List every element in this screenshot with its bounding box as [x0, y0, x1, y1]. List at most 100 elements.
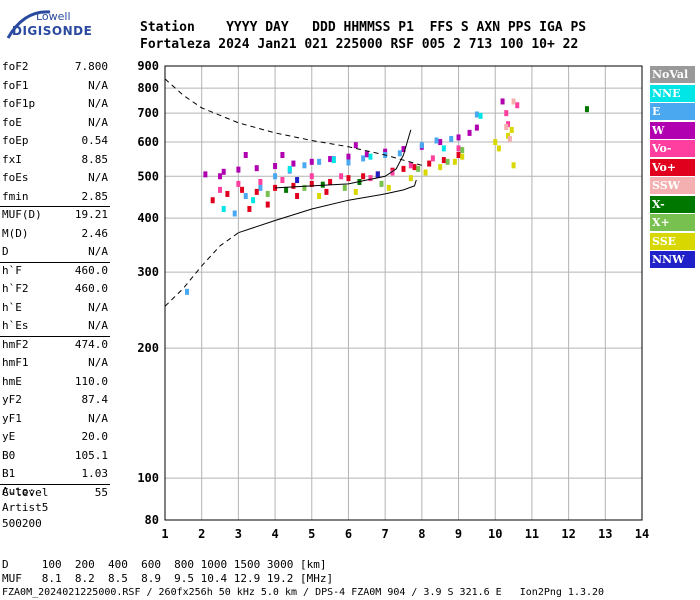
echo-point [302, 184, 307, 191]
x-tick-label: 7 [382, 527, 389, 541]
echo-point [258, 178, 263, 185]
param-row: B1 1.03 [2, 467, 108, 483]
param-value: 55 [94, 485, 108, 499]
param-row: h`Es N/A [2, 319, 108, 335]
param-row: foF2 7.800 [2, 60, 108, 76]
y-tick-label: 400 [137, 211, 159, 225]
param-row: foE N/A [2, 116, 108, 132]
echo-point [427, 160, 432, 167]
param-name: hmE [2, 374, 22, 388]
param-name: C-level [2, 485, 49, 499]
x-tick-label: 8 [418, 527, 425, 541]
echo-point [412, 164, 417, 171]
x-tick-label: 10 [488, 527, 502, 541]
x-tick-label: 3 [235, 527, 242, 541]
echo-point [295, 177, 300, 184]
param-name: foE [2, 115, 22, 129]
param-value: 7.800 [74, 60, 108, 73]
auto-artist: Artist5 [2, 501, 49, 514]
echo-point [511, 98, 516, 105]
param-name: foEs [2, 171, 29, 184]
x-tick-label: 9 [455, 527, 462, 541]
param-separator [0, 261, 110, 263]
echo-point [434, 137, 439, 144]
param-value: N/A [88, 300, 108, 314]
y-tick-label: 800 [137, 81, 159, 95]
echo-point [287, 165, 292, 172]
legend-item: Vo- [650, 140, 695, 157]
param-row: fmin 2.85 [2, 190, 108, 206]
echo-point [309, 180, 314, 187]
param-value: N/A [88, 356, 108, 369]
param-name: h`F [2, 263, 22, 277]
y-tick-label: 700 [137, 106, 159, 120]
echo-point [324, 188, 329, 195]
echo-point [441, 157, 446, 164]
echo-point [390, 169, 395, 176]
param-row: D N/A [2, 245, 108, 261]
y-tick-label: 80 [145, 513, 159, 527]
echo-point [247, 205, 252, 212]
echo-point [511, 162, 516, 169]
param-value: N/A [88, 245, 108, 258]
param-name: yF1 [2, 411, 22, 425]
logo-lowell-text: Lowell [36, 10, 71, 23]
param-row: B0 105.1 [2, 449, 108, 465]
param-name: yF2 [2, 393, 22, 406]
echo-point [273, 163, 278, 170]
x-tick-label: 1 [161, 527, 168, 541]
param-name: h`F2 [2, 282, 29, 295]
y-tick-label: 100 [137, 471, 159, 485]
footer-distance: D 100 200 400 600 800 1000 1500 3000 [km… [2, 558, 327, 571]
param-row: yF1 N/A [2, 412, 108, 428]
echo-point [236, 180, 241, 187]
param-name: hmF2 [2, 337, 29, 351]
echo-point [221, 168, 226, 175]
y-tick-label: 900 [137, 59, 159, 73]
echo-point [515, 102, 520, 109]
echo-point [445, 158, 450, 165]
echo-point [386, 184, 391, 191]
echo-point [401, 165, 406, 172]
header-values: Fortaleza 2024 Jan21 021 225000 RSF 005 … [140, 37, 579, 52]
echo-point [474, 124, 479, 131]
param-value: N/A [88, 411, 108, 425]
param-row: foF1 N/A [2, 79, 108, 95]
chart-lines [164, 78, 422, 307]
echo-point [397, 150, 402, 157]
echo-point [203, 171, 208, 178]
x-tick-labels: 1 2 3 4 5 6 7 8 9 10 11 12 13 14 [161, 527, 649, 541]
echo-point [291, 160, 296, 167]
echo-point [449, 135, 454, 142]
echo-point [284, 186, 289, 193]
auto-label: Auto: [2, 485, 36, 498]
echo-point [506, 132, 511, 139]
echo-point [408, 162, 413, 169]
param-row: h`E N/A [2, 301, 108, 317]
param-name: h`Es [2, 319, 29, 332]
echo-point [353, 142, 358, 149]
echo-point [368, 175, 373, 182]
auto-code: 500200 [2, 517, 42, 530]
echo-point [309, 158, 314, 165]
echo-point [379, 180, 384, 187]
param-row: hmE 110.0 [2, 375, 108, 391]
echo-point [342, 184, 347, 191]
x-tick-label: 11 [525, 527, 539, 541]
echo-point [280, 177, 285, 184]
echo-point [232, 210, 237, 217]
curve-profile [238, 179, 417, 234]
param-row: foEs N/A [2, 171, 108, 187]
echo-point [339, 173, 344, 180]
param-value: 474.0 [74, 337, 108, 351]
y-tick-label: 300 [137, 265, 159, 279]
param-value: 8.85 [81, 152, 109, 166]
echo-point [361, 173, 366, 180]
echo-point [507, 135, 512, 142]
param-value: N/A [88, 115, 108, 129]
header-labels: Station YYYY DAY DDD HHMMSS P1 FFS S AXN… [140, 20, 587, 35]
param-row: hmF2 474.0 [2, 338, 108, 354]
echo-point [291, 182, 296, 189]
echo-point [438, 139, 443, 146]
